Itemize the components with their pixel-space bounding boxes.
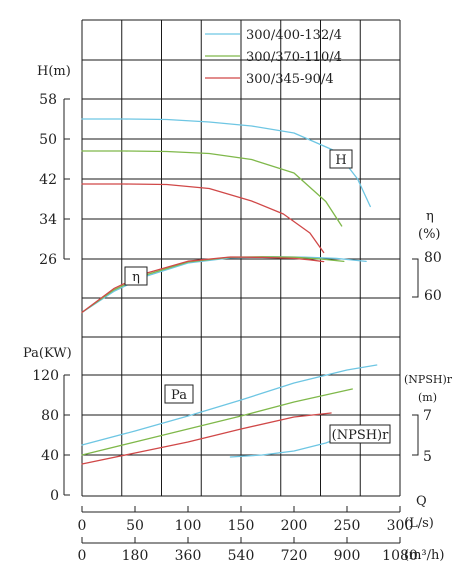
power-curve-label: Pa [171,388,187,403]
power-tick-label: 0 [50,488,59,504]
efficiency-axis-bracket [412,258,419,298]
q-ls-tick-label: 150 [228,518,255,534]
npsh-axis-bracket [412,414,419,456]
q-ls-tick-label: 100 [175,518,202,534]
head-tick-label: 58 [39,92,57,108]
q-ls-tick-label: 250 [334,518,361,534]
head-curve-3 [81,183,325,254]
npsh-axis-unit: (m) [418,391,437,404]
efficiency-axis-symbol: η [426,209,434,224]
q-ls-tick-label: 0 [78,518,87,534]
q-m3h-tick-label: 720 [281,548,308,564]
q-m3h-tick-label: 900 [334,548,361,564]
q-m3h-tick-label: 0 [78,548,87,564]
npsh-axis-label: (NPSH)r [404,373,453,386]
power-tick-label: 80 [41,408,59,424]
power-curve-3 [81,412,332,465]
q-ls-tick-label: 50 [126,518,144,534]
q-ls-tick-label: 300 [387,518,414,534]
axes: 585042342612080400H(m)Pa(KW)806075η(%)(N… [23,64,453,564]
efficiency-tick-label: 80 [424,250,442,266]
q-m3h-tick-label: 360 [175,548,202,564]
npsh-curve-label: (NPSH)r [332,428,390,443]
efficiency-curve-3 [81,256,325,314]
efficiency-curve-label: η [132,270,140,285]
power-tick-label: 40 [41,448,59,464]
q-m3h-tick-label: 540 [228,548,255,564]
head-curve-1 [81,118,371,208]
q-ls-unit-label: (L/s) [404,516,434,531]
q-ls-tick-label: 200 [281,518,308,534]
q-axis-label: Q [416,494,427,509]
power-tick-label: 120 [32,368,59,384]
legend-label: 300/400-132/4 [246,28,342,43]
head-tick-label: 50 [39,132,57,148]
q-m3h-tick-label: 1080 [382,548,418,564]
npsh-tick-label: 5 [423,449,432,465]
power-curve-1 [81,364,378,446]
legend-label: 300/345-90/4 [246,72,334,87]
power-curve-label-box [164,384,194,404]
head-tick-label: 42 [39,172,57,188]
q-m3h-tick-label: 180 [122,548,149,564]
power-axis-label: Pa(KW) [23,346,72,361]
head-curve-label-box [329,149,353,169]
npsh-curve-label-box [329,424,391,444]
head-curve-2 [81,150,343,227]
head-curve-label: H [335,153,346,168]
q-m3h-unit-label: (m³/h) [404,548,444,563]
legend: 300/400-132/4 300/370-110/4 300/345-90/4 [205,28,342,87]
head-tick-label: 26 [39,252,57,268]
curves [81,118,378,465]
labels: Hη Pa (NPSH)r [124,149,391,444]
efficiency-curve-label-box [124,266,148,286]
head-axis-label: H(m) [37,64,71,79]
efficiency-axis-unit: (%) [418,227,441,242]
power-curve-2 [81,388,353,456]
npsh-tick-label: 7 [423,408,432,424]
head-tick-label: 34 [39,212,57,228]
efficiency-tick-label: 60 [424,288,442,304]
legend-label: 300/370-110/4 [246,50,342,65]
